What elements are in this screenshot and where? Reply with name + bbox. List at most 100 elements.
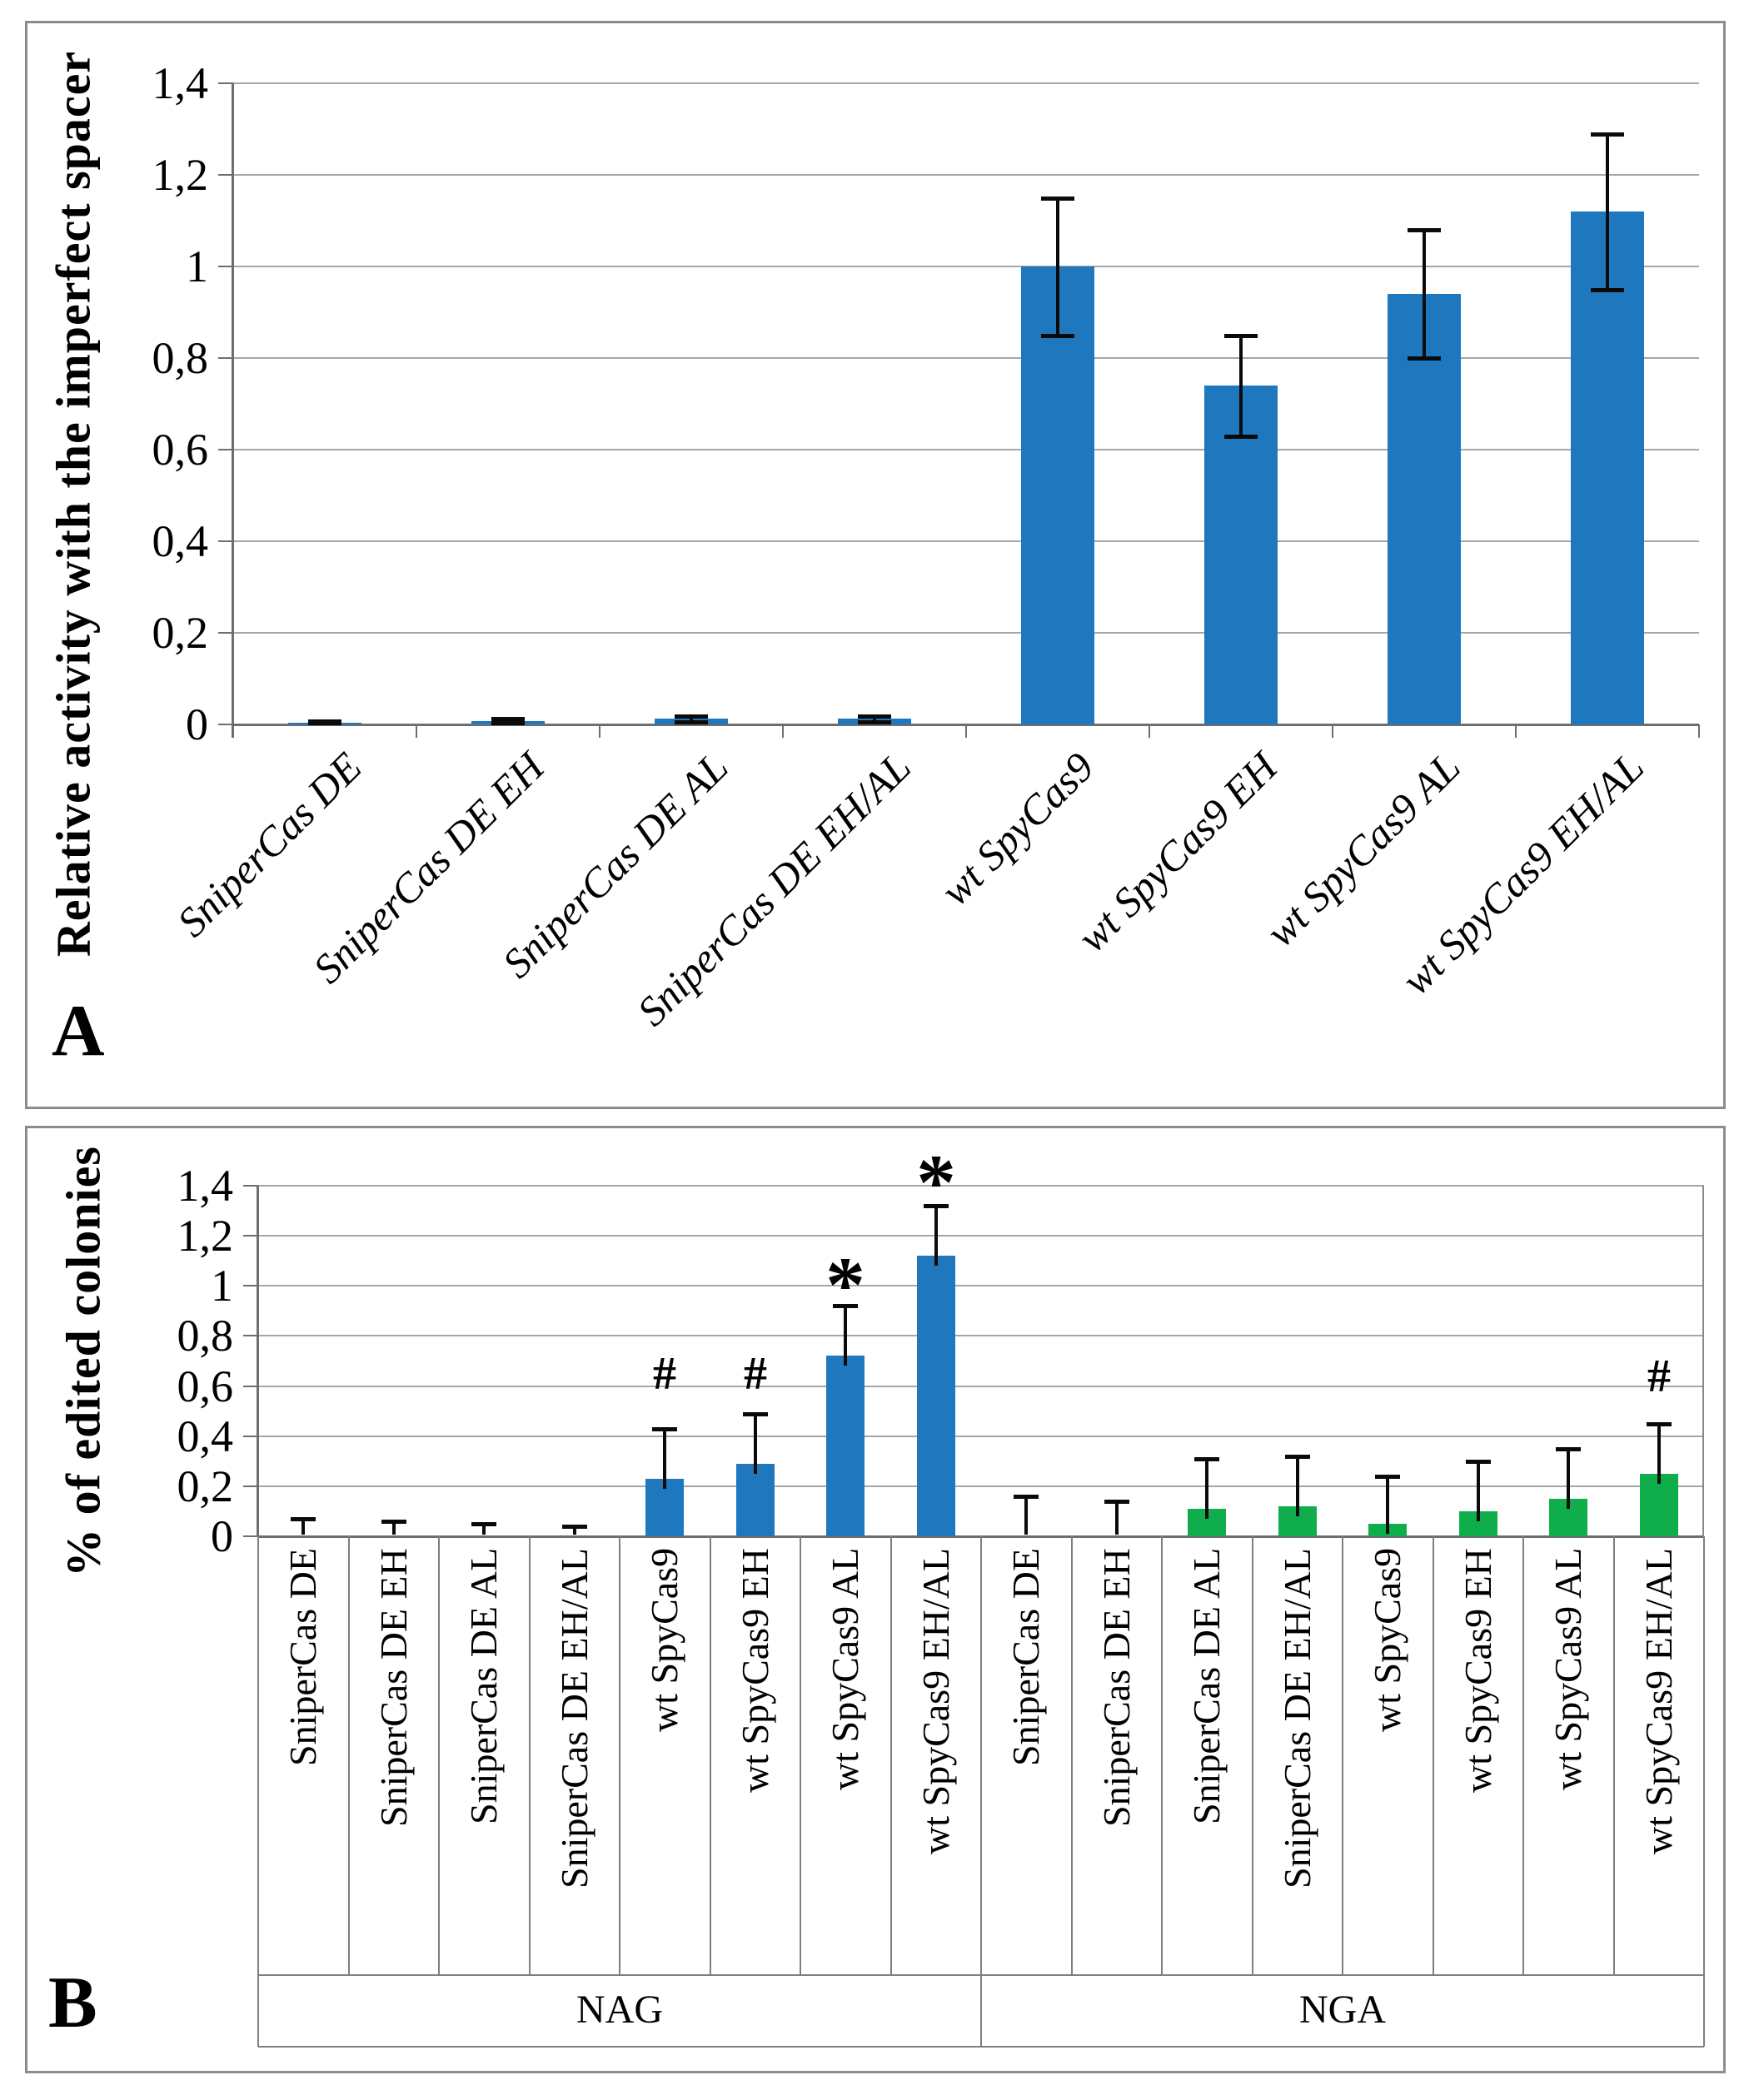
x-category-label-nga-snipercas-de-eh: SniperCas DE EH <box>1095 1548 1138 1827</box>
error-bar <box>1386 1476 1389 1534</box>
panel-b-y-tick-label: 0,2 <box>177 1461 234 1511</box>
panel-a-y-tick <box>218 540 233 542</box>
x-category-label-nag-wt-spycas9-al: wt SpyCas9 AL <box>824 1548 866 1791</box>
x-category-label-nag-wt-spycas9: wt SpyCas9 <box>643 1548 685 1733</box>
panel-a-x-tick <box>416 724 417 738</box>
x-category-label-nga-snipercas-de-eh-al: SniperCas DE EH/AL <box>1276 1548 1318 1889</box>
panel-a-y-axis <box>232 83 234 738</box>
error-bar <box>1205 1459 1208 1519</box>
x-category-label-nag-snipercas-de-al: SniperCas DE AL <box>462 1548 505 1825</box>
error-bar-cap <box>1591 132 1624 137</box>
panel-a-x-tick <box>1149 724 1150 738</box>
category-cell-divider <box>1161 1536 1163 1975</box>
panel-b-y-tick <box>243 1436 258 1437</box>
panel-b-y-tick-label: 0,4 <box>177 1411 234 1461</box>
error-bar-cap <box>1285 1455 1310 1459</box>
error-bar <box>1606 134 1609 290</box>
panel-a-gridline <box>233 632 1699 634</box>
panel-a-gridline <box>233 357 1699 359</box>
panel-a-y-tick-label: 0,2 <box>152 608 209 658</box>
error-bar-cap <box>858 714 891 719</box>
panel-a-gridline <box>233 449 1699 450</box>
panel-a-gridline <box>233 174 1699 176</box>
error-bar-cap <box>1104 1500 1129 1504</box>
group-boundary-line <box>257 1975 259 2047</box>
panel-b-y-tick <box>243 1335 258 1336</box>
x-category-label-nag-wt-spycas9-eh-al: wt SpyCas9 EH/AL <box>914 1548 957 1854</box>
bar-nag-wt-spycas9-eh-al <box>917 1256 955 1536</box>
category-cell-divider <box>619 1536 620 1975</box>
panel-b-y-tick-label: 1,4 <box>177 1161 234 1211</box>
bar-nag-wt-spycas9-al <box>826 1356 865 1536</box>
error-bar <box>392 1521 396 1535</box>
error-bar-cap <box>833 1304 858 1308</box>
panel-b-plot-right-border <box>1702 1186 1704 1536</box>
error-bar-cap <box>924 1204 949 1208</box>
panel-a-x-tick <box>1332 724 1333 738</box>
category-cell-divider <box>257 1536 259 1975</box>
error-bar-cap <box>1408 356 1441 361</box>
panel-b-y-tick-label: 0,8 <box>177 1311 234 1361</box>
error-bar-cap <box>1014 1495 1039 1499</box>
error-bar-cap <box>743 1412 768 1416</box>
panel-a-y-tick-label: 1,2 <box>152 150 209 200</box>
panel-b-gridline <box>258 1185 1704 1187</box>
error-bar <box>482 1524 486 1535</box>
group-label-nga: NGA <box>1299 1988 1386 2032</box>
category-cell-divider <box>438 1536 440 1975</box>
bar-wt-spycas9 <box>1021 266 1094 724</box>
panel-a-gridline <box>233 266 1699 267</box>
panel-a-y-tick-label: 0,4 <box>152 516 209 566</box>
category-cell-divider <box>1342 1536 1343 1975</box>
error-bar <box>1423 230 1426 358</box>
bar-nga-wt-spycas9-eh-al <box>1640 1474 1678 1536</box>
panel-a-y-tick <box>218 449 233 450</box>
group-label-nag: NAG <box>576 1988 663 2032</box>
error-bar-cap <box>471 1522 496 1526</box>
category-cell-divider <box>800 1536 801 1975</box>
panel-b-y-tick <box>243 1386 258 1387</box>
error-bar-cap <box>562 1525 587 1529</box>
error-bar-cap <box>491 717 525 721</box>
error-bar-cap <box>1041 334 1074 338</box>
annotation-asterisk: * <box>916 1138 956 1227</box>
error-bar-cap <box>1224 334 1258 338</box>
x-category-label-nag-snipercas-de-eh: SniperCas DE EH <box>372 1548 415 1827</box>
error-bar-cap <box>1466 1460 1491 1464</box>
panel-b-gridline <box>258 1235 1704 1237</box>
error-bar-cap <box>308 721 341 725</box>
panel-b-y-tick <box>243 1485 258 1487</box>
panel-b-gridline <box>258 1386 1704 1387</box>
x-category-label-nga-wt-spycas9-al: wt SpyCas9 AL <box>1547 1548 1589 1791</box>
error-bar-cap <box>1408 228 1441 232</box>
x-category-label-nga-wt-spycas9: wt SpyCas9 <box>1366 1548 1408 1733</box>
error-bar-cap <box>1591 288 1624 292</box>
category-cell-divider <box>348 1536 350 1975</box>
panel-a-x-tick <box>782 724 784 738</box>
panel-a-x-tick <box>1515 724 1517 738</box>
panel-a-gridline <box>233 82 1699 84</box>
error-bar <box>873 716 876 722</box>
panel-b-gridline <box>258 1285 1704 1286</box>
panel-b-gridline <box>258 1436 1704 1437</box>
panel-b-gridline <box>258 1335 1704 1336</box>
panel-b-y-tick <box>243 1285 258 1286</box>
error-bar <box>1657 1424 1661 1484</box>
category-cell-divider <box>1522 1536 1524 1975</box>
error-bar <box>1567 1449 1570 1509</box>
group-boundary-line <box>980 1975 982 2047</box>
bar-wt-spycas9-eh-al <box>1571 211 1644 724</box>
error-bar-cap <box>652 1427 677 1431</box>
error-bar-cap <box>1556 1447 1581 1451</box>
category-cell-divider <box>529 1536 531 1975</box>
group-row-bottom-line <box>258 2046 1704 2048</box>
category-cell-divider <box>1613 1536 1615 1975</box>
error-bar <box>690 716 693 722</box>
panel-b-letter: B <box>48 1963 97 2043</box>
error-bar-cap <box>1194 1457 1219 1461</box>
panel-a-x-tick <box>599 724 600 738</box>
annotation-asterisk: * <box>825 1241 865 1329</box>
panel-b <box>25 1126 1726 2073</box>
error-bar <box>934 1206 938 1266</box>
